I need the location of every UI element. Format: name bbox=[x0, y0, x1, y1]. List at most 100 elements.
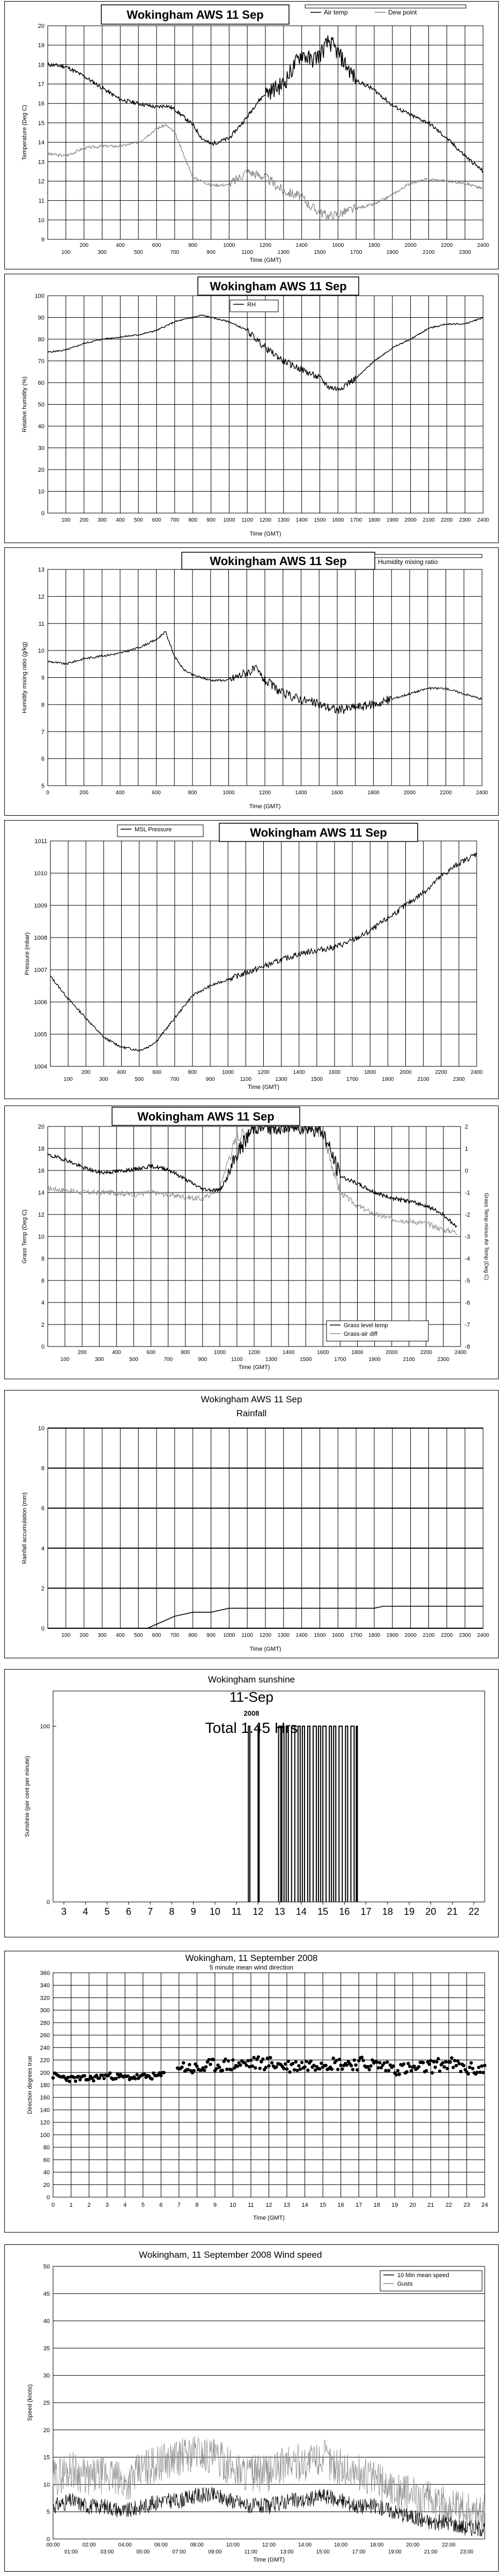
x-tick-label: 21 bbox=[427, 2202, 434, 2208]
x-tick-label: 700 bbox=[171, 1077, 180, 1082]
x-tick-label: 1600 bbox=[317, 1350, 329, 1356]
legend-entry: MSL Pressure bbox=[135, 826, 172, 833]
direction-point bbox=[471, 2067, 475, 2070]
x-axis-label: Time (GMT) bbox=[250, 257, 281, 264]
y-tick-label: 6 bbox=[41, 1278, 45, 1284]
direction-point bbox=[252, 2055, 256, 2060]
direction-point bbox=[108, 2071, 112, 2075]
x-tick-label: 20:00 bbox=[406, 2542, 419, 2548]
x-tick-label: 2000 bbox=[405, 1633, 417, 1638]
direction-point bbox=[235, 2065, 239, 2068]
x-tick-label: 19 bbox=[404, 1906, 414, 1917]
y-tick-label: 70 bbox=[38, 358, 45, 365]
x-tick-label: 2000 bbox=[405, 517, 417, 523]
direction-point bbox=[468, 2065, 472, 2069]
x-tick-label: 200 bbox=[81, 1070, 91, 1075]
direction-point bbox=[101, 2073, 105, 2077]
x-tick-label: 1500 bbox=[311, 1077, 323, 1082]
x-tick-label: 400 bbox=[116, 790, 125, 796]
legend-box bbox=[305, 4, 466, 9]
x-axis-label: Time (GMT) bbox=[248, 1084, 279, 1091]
direction-point bbox=[246, 2059, 250, 2062]
series-line bbox=[50, 852, 477, 1052]
x-tick-label: 07:00 bbox=[172, 2549, 186, 2555]
sunshine-bar bbox=[301, 1725, 305, 1902]
x-tick-label: 900 bbox=[206, 1077, 215, 1082]
direction-point bbox=[351, 2068, 355, 2072]
y-tick-label: 18 bbox=[38, 1146, 45, 1152]
legend-entry: RH bbox=[247, 302, 256, 308]
y2-tick-label: 0 bbox=[465, 1168, 468, 1174]
direction-point bbox=[285, 2067, 289, 2071]
direction-point bbox=[313, 2068, 317, 2072]
y2-tick-label: -8 bbox=[465, 1344, 470, 1350]
x-tick-label: 5 bbox=[142, 2202, 145, 2208]
direction-point bbox=[450, 2056, 454, 2060]
y-tick-label: 13 bbox=[38, 567, 45, 573]
direction-point bbox=[254, 2066, 257, 2070]
x-tick-label: 600 bbox=[152, 1070, 161, 1075]
plot-area bbox=[51, 1972, 487, 2198]
x-axis-label: Time (GMT) bbox=[253, 2557, 285, 2563]
direction-point bbox=[481, 2070, 485, 2075]
x-tick-label: 4 bbox=[83, 1906, 88, 1917]
direction-point bbox=[352, 2058, 356, 2062]
direction-point bbox=[340, 2067, 344, 2071]
x-tick-label: 1100 bbox=[240, 1077, 252, 1082]
x-tick-label: 1500 bbox=[314, 1633, 326, 1638]
x-tick-label: 500 bbox=[134, 250, 143, 255]
direction-point bbox=[87, 2077, 91, 2081]
chart-svg: 0204060801001201401601802002202402602803… bbox=[27, 1953, 488, 2221]
y-tick-label: 8 bbox=[41, 702, 45, 708]
y-tick-label: 100 bbox=[40, 2132, 50, 2139]
direction-point bbox=[92, 2079, 95, 2083]
direction-point bbox=[436, 2057, 440, 2061]
y-tick-label: 16 bbox=[38, 101, 45, 107]
x-tick-label: 8 bbox=[169, 1906, 174, 1917]
rainfall-chart-panel: 0 2 4 6 8 10 100 200 300 400 500 600 700 800 900 1000 11… bbox=[4, 1390, 499, 1658]
humidity-chart-panel: 0 10 20 30 40 50 60 70 80 90 100 100 200 300 400 500 600… bbox=[4, 274, 499, 543]
direction-point bbox=[286, 2059, 290, 2063]
direction-point bbox=[143, 2072, 146, 2076]
wind-direction-chart-panel: 0 20 40 60 80 100 120 140 160 180 200 220 240 260 280 3… bbox=[4, 1951, 499, 2233]
x-tick-label: 300 bbox=[99, 1077, 108, 1082]
y-tick-label: 60 bbox=[38, 380, 45, 386]
y-axis-label: Direction degrees true bbox=[27, 2056, 33, 2114]
x-tick-label: 10 bbox=[229, 2202, 236, 2208]
x-tick-label: 19:00 bbox=[388, 2549, 402, 2555]
chart-title: Wokingham AWS 11 Sep bbox=[127, 8, 264, 21]
x-tick-label: 1300 bbox=[265, 1357, 278, 1363]
x-tick-label: 17:00 bbox=[352, 2549, 366, 2555]
pressure-chart-panel: 1004 1005 1006 1007 1008 1009 1010 1011 100 200 30… bbox=[4, 820, 499, 1099]
x-tick-label: 2 bbox=[87, 2202, 91, 2208]
sunshine-bar bbox=[355, 1725, 358, 1902]
series-line bbox=[53, 2436, 485, 2530]
x-tick-label: 200 bbox=[79, 1633, 88, 1638]
chart-year: 2008 bbox=[244, 1709, 260, 1717]
x-tick-label: 9 bbox=[191, 1906, 196, 1917]
wind-speed-chart-panel: 0 5 10 15 20 25 30 35 40 45 50 Time (GMT) Speed (kno… bbox=[4, 2244, 499, 2572]
y-tick-label: 15 bbox=[43, 2455, 50, 2461]
x-tick-label: 2200 bbox=[420, 1350, 433, 1356]
x-tick-label: 1000 bbox=[223, 243, 235, 248]
chart-title: Wokingham, 11 September 2008 bbox=[186, 1953, 318, 1963]
x-tick-label: 6 bbox=[159, 2202, 162, 2208]
x-tick-label: 00:00 bbox=[46, 2542, 60, 2548]
x-tick-label: 2400 bbox=[477, 1633, 490, 1638]
y-tick-label: 13 bbox=[38, 159, 45, 165]
x-tick-label: 05:00 bbox=[136, 2549, 150, 2555]
x-tick-label: 200 bbox=[79, 243, 88, 248]
direction-point bbox=[188, 2062, 191, 2067]
x-tick-label: 5 bbox=[105, 1906, 110, 1917]
y-tick-label: 5 bbox=[41, 783, 45, 789]
sunshine-bar bbox=[313, 1725, 317, 1902]
direction-point bbox=[211, 2058, 216, 2061]
y-tick-label: 35 bbox=[43, 2345, 50, 2352]
y-tick-label: 30 bbox=[43, 2373, 50, 2379]
y-tick-label: 10 bbox=[38, 648, 45, 654]
x-tick-label: 2100 bbox=[423, 517, 435, 523]
sunshine-bar bbox=[281, 1725, 285, 1902]
x-tick-label: 500 bbox=[134, 517, 143, 523]
mixing-ratio-chart-panel: 5 6 7 8 9 10 11 12 13 0 200 400 600 800 1000 1200 1400 16… bbox=[4, 547, 499, 816]
x-tick-label: 100 bbox=[61, 1633, 70, 1638]
